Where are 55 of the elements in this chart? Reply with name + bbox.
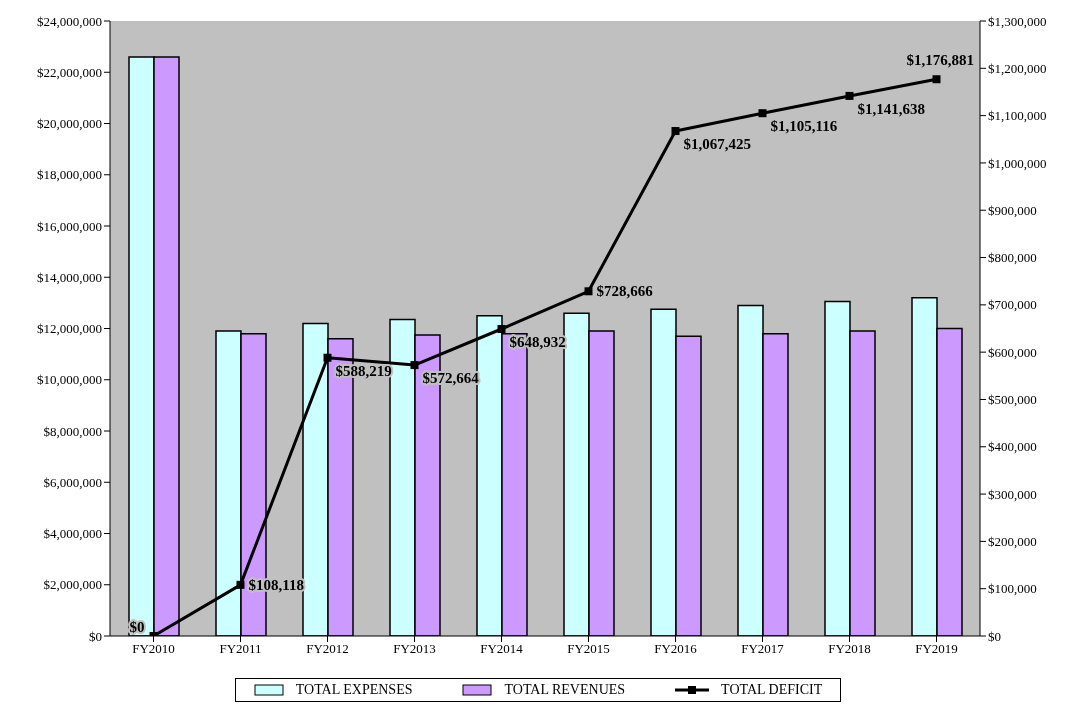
y2-tick-label: $700,000 [988, 297, 1037, 313]
x-tick-label: FY2016 [654, 641, 698, 657]
point [410, 361, 419, 370]
data-label: $1,105,116 [770, 118, 838, 135]
y2-tick-label: $900,000 [988, 202, 1037, 218]
point [584, 287, 593, 296]
point [758, 109, 767, 118]
y2-tick-label: $0 [988, 628, 1001, 644]
y2-tick-label: $500,000 [988, 392, 1037, 408]
x-tick-label: FY2010 [132, 641, 175, 657]
x-tick-label: FY2019 [915, 641, 958, 657]
y-tick-label: $20,000,000 [37, 116, 102, 132]
y-tick-label: $14,000,000 [37, 269, 102, 285]
y2-tick-label: $200,000 [988, 534, 1037, 549]
data-label: $1,176,881 [906, 52, 974, 69]
data-label: $728,666 [596, 283, 654, 300]
legend-label: TOTAL EXPENSES [295, 682, 413, 698]
point [845, 91, 854, 100]
data-label: $0 [129, 619, 145, 635]
legend-label: TOTAL REVENUES [504, 682, 626, 698]
point [323, 353, 332, 362]
y-tick-label: $4,000,000 [43, 526, 102, 542]
y2-tick-label: $400,000 [988, 439, 1037, 455]
y-tick-label: $0 [89, 628, 102, 644]
x-tick-label: FY2012 [306, 641, 349, 657]
y2-tick-label: $1,300,000 [988, 13, 1047, 29]
y-tick-label: $6,000,000 [43, 474, 102, 490]
legend-label: TOTAL DEFICIT [721, 682, 823, 698]
y-tick-label: $22,000,000 [37, 64, 102, 80]
y-tick-label: $12,000,000 [37, 321, 102, 337]
y-tick-label: $2,000,000 [43, 577, 102, 593]
y-tick-label: $18,000,000 [37, 167, 102, 183]
y-tick-label: $16,000,000 [37, 218, 102, 234]
y2-tick-label: $600,000 [988, 344, 1037, 360]
point [236, 580, 245, 589]
x-tick-label: FY2014 [480, 641, 524, 657]
x-tick-label: FY2015 [567, 641, 610, 657]
point [932, 75, 941, 84]
y2-tick-label: $1,000,000 [988, 155, 1047, 171]
y2-tick-label: $1,200,000 [988, 60, 1047, 76]
x-tick-label: FY2011 [219, 641, 262, 657]
y-tick-label: $24,000,000 [37, 13, 102, 29]
data-label: $1,067,425 [683, 136, 751, 153]
x-tick-label: FY2018 [828, 641, 871, 657]
y2-tick-label: $300,000 [988, 486, 1037, 502]
x-tick-label: FY2013 [393, 641, 436, 657]
y-tick-label: $10,000,000 [37, 372, 102, 388]
point [497, 325, 506, 334]
point [671, 127, 680, 136]
y2-tick-label: $1,100,000 [988, 108, 1047, 124]
data-label: $1,141,638 [857, 100, 925, 117]
y2-tick-label: $800,000 [988, 250, 1037, 266]
y2-tick-label: $100,000 [988, 581, 1037, 597]
y-tick-label: $8,000,000 [43, 423, 102, 439]
x-tick-label: FY2017 [741, 641, 785, 657]
